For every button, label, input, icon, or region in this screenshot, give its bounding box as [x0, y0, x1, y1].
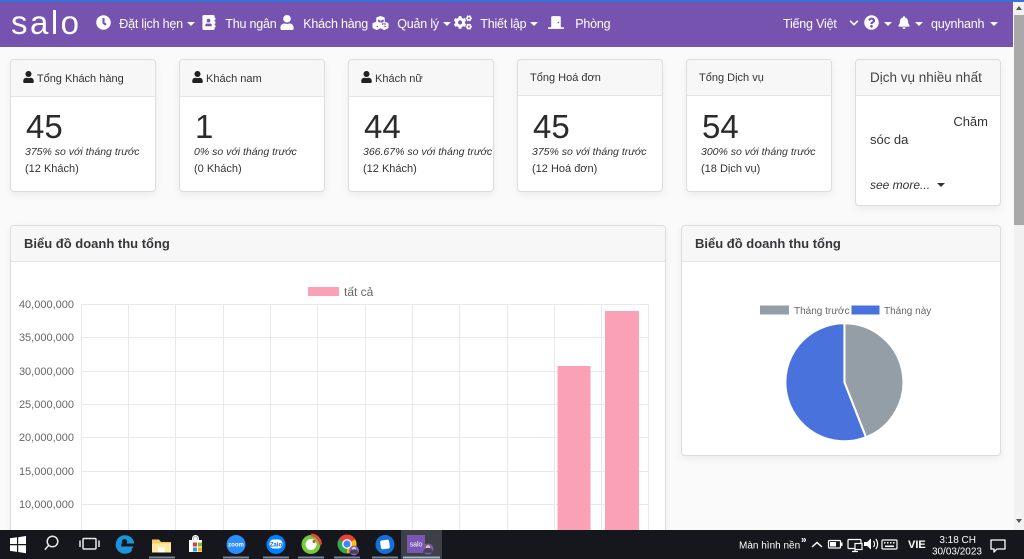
- svg-text:salo: salo: [410, 542, 423, 549]
- svg-text:Tháng này: Tháng này: [884, 306, 931, 317]
- svg-text:20,000,000: 20,000,000: [19, 432, 74, 444]
- svg-text:3:18 CH: 3:18 CH: [939, 535, 976, 546]
- svg-text:30/03/2023: 30/03/2023: [932, 547, 982, 558]
- svg-text:»: »: [801, 535, 807, 546]
- svg-text:Zalo: Zalo: [270, 542, 283, 548]
- svg-text:VIE: VIE: [908, 539, 926, 551]
- svg-text:40,000,000: 40,000,000: [19, 299, 74, 311]
- svg-text:tất cả: tất cả: [344, 285, 374, 299]
- svg-text:35,000,000: 35,000,000: [19, 332, 74, 344]
- svg-text:Tháng trước: Tháng trước: [794, 306, 850, 317]
- svg-text:Màn hình nền: Màn hình nền: [739, 540, 800, 552]
- svg-text:10,000,000: 10,000,000: [19, 499, 74, 511]
- svg-text:30,000,000: 30,000,000: [19, 366, 74, 378]
- svg-text:15,000,000: 15,000,000: [19, 466, 74, 478]
- svg-text:zoom: zoom: [228, 543, 244, 549]
- svg-text:25,000,000: 25,000,000: [19, 399, 74, 411]
